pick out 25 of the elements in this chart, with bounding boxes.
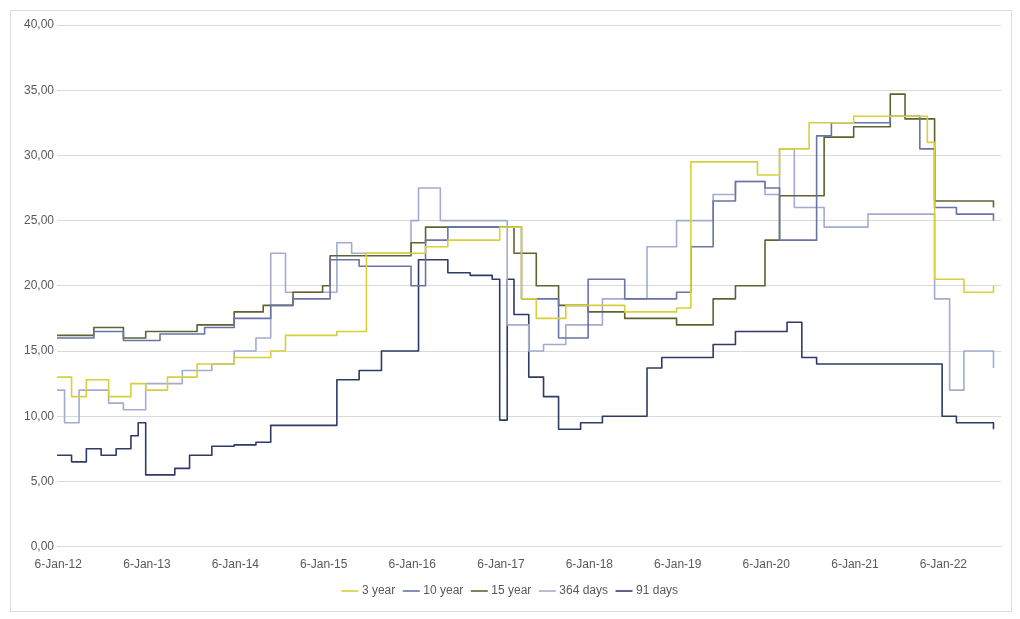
x-tick-label: 6-Jan-22 [919,557,968,572]
y-tick-label: 25,00 [24,212,55,227]
y-tick-label: 35,00 [24,82,55,97]
y-tick-label: 10,00 [24,408,55,423]
x-tick-label: 6-Jan-13 [123,557,171,572]
y-tick-label: 5,00 [30,473,55,488]
x-tick-label: 6-Jan-14 [211,557,260,572]
x-tick-label: 6-Jan-17 [477,557,525,572]
y-tick-label: 40,00 [24,17,55,32]
legend-label: 15 year [491,583,532,598]
x-tick-label: 6-Jan-21 [831,557,879,572]
legend-label: 364 days [559,583,609,598]
y-tick-label: 30,00 [24,147,55,162]
x-tick-label: 6-Jan-16 [388,557,437,572]
x-tick-label: 6-Jan-19 [654,557,702,572]
legend-label: 91 days [636,583,679,598]
x-tick-label: 6-Jan-20 [742,557,791,572]
y-tick-label: 20,00 [24,278,55,293]
x-tick-label: 6-Jan-15 [300,557,348,572]
y-tick-label: 15,00 [24,343,55,358]
x-tick-label: 6-Jan-18 [565,557,614,572]
x-tick-label: 6-Jan-12 [34,557,83,572]
legend-label: 10 year [423,583,464,598]
legend-label: 3 year [361,583,396,598]
y-tick-label: 0,00 [30,538,55,553]
